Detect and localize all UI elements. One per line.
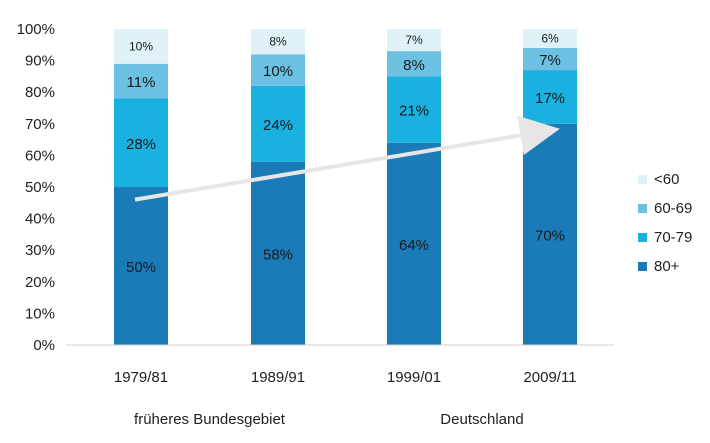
data-label: 58% — [263, 246, 293, 263]
legend: <60 60-69 70-79 80+ — [638, 171, 692, 275]
group-label: früheres Bundesgebiet — [134, 411, 286, 428]
bar-segment — [387, 51, 441, 77]
x-tick-label: 1999/01 — [387, 369, 441, 386]
bar-segment — [387, 142, 441, 345]
bar-segment — [251, 54, 305, 86]
bar-segment — [387, 76, 441, 143]
data-label: 70% — [535, 227, 565, 244]
y-tick-label: 0% — [33, 337, 55, 354]
x-axis: 1979/81 1989/91 1999/01 2009/11 — [66, 344, 614, 386]
data-label: 11% — [127, 74, 156, 91]
group-label: Deutschland — [440, 411, 523, 428]
trend-arrow — [134, 115, 560, 202]
bar-segment — [114, 187, 168, 345]
bar-segment — [251, 85, 305, 162]
bar-segment — [523, 47, 577, 71]
bar-segment — [523, 123, 577, 345]
data-label: 8% — [403, 57, 425, 74]
legend-swatch — [638, 262, 647, 271]
x-tick-label: 2009/11 — [523, 369, 576, 386]
data-labels: 50% 28% 11% 10% 58% 24% 10% 8% 64% 21% 8% 7% 70% 17% 7… — [126, 31, 565, 276]
trend-arrow-line — [134, 115, 560, 202]
data-label: 6% — [541, 31, 559, 45]
group-labels: früheres Bundesgebiet Deutschland — [134, 411, 524, 428]
y-axis: 0% 10% 20% 30% 40% 50% 60% 70% 80% 90% 100% — [17, 21, 55, 354]
bar-segment — [114, 98, 168, 187]
bar-segment — [523, 70, 577, 124]
data-label: 50% — [126, 259, 156, 276]
data-label: 10% — [129, 39, 153, 53]
legend-label: 80+ — [654, 258, 680, 275]
bar-segment — [114, 63, 168, 99]
y-tick-label: 50% — [25, 179, 55, 196]
data-label: 8% — [269, 35, 287, 49]
y-tick-label: 90% — [25, 53, 55, 70]
y-tick-label: 70% — [25, 116, 55, 133]
legend-label: 70-79 — [654, 229, 692, 246]
bar-segment — [387, 29, 441, 52]
data-label: 21% — [399, 103, 429, 120]
x-tick-label: 1989/91 — [251, 369, 305, 386]
y-tick-label: 20% — [25, 274, 55, 291]
bars — [114, 29, 577, 345]
y-tick-label: 100% — [17, 21, 55, 38]
bar-segment — [251, 161, 305, 345]
legend-swatch — [638, 233, 647, 242]
legend-swatch — [638, 175, 647, 184]
legend-label: <60 — [654, 171, 679, 188]
y-tick-label: 60% — [25, 147, 55, 164]
data-label: 10% — [263, 63, 293, 80]
y-tick-label: 10% — [25, 305, 55, 322]
bar-segment — [251, 29, 305, 55]
x-tick-label: 1979/81 — [114, 369, 168, 386]
data-label: 28% — [126, 136, 156, 153]
legend-label: 60-69 — [654, 200, 692, 217]
bar-segment — [523, 29, 577, 48]
bar-segment — [114, 29, 168, 64]
y-tick-label: 40% — [25, 211, 55, 228]
data-label: 24% — [263, 117, 293, 134]
y-tick-label: 30% — [25, 242, 55, 259]
data-label: 64% — [399, 237, 429, 254]
legend-swatch — [638, 204, 647, 213]
data-label: 7% — [405, 33, 423, 47]
data-label: 7% — [539, 52, 561, 69]
y-tick-label: 80% — [25, 84, 55, 101]
data-label: 17% — [535, 90, 565, 107]
